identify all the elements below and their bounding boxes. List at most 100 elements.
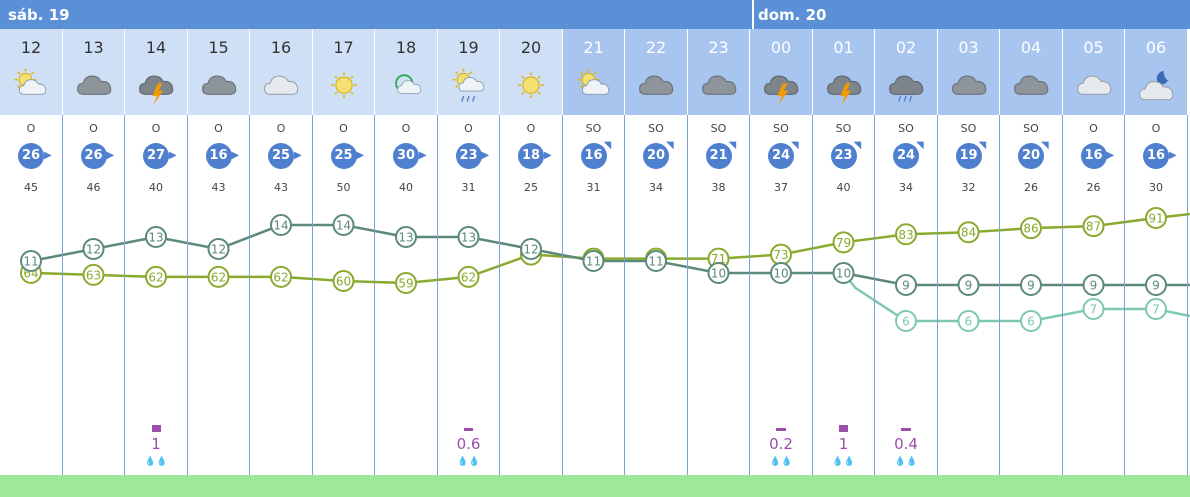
column-divider [624,115,625,475]
temperature-label: 11 [586,255,601,269]
cloud-icon [697,67,741,107]
humidity-label: 71 [711,252,726,266]
humidity-point [395,272,417,294]
wind-direction: SO [648,122,664,135]
temperature-point [645,250,667,272]
day-label-sunday: dom. 20 [758,6,827,24]
wind-direction: O [151,122,161,135]
raindrop-icon: 💧💧 [832,457,855,467]
wind-speed-badge: 20 [643,143,669,169]
feels-like-point [957,310,980,332]
temperature-label: 9 [1152,279,1160,293]
wind-direction: O [526,122,536,135]
wind-arrow-icon: ◥ [1041,140,1049,151]
column-divider [749,115,750,475]
column-divider [812,115,813,475]
wind-direction: O [89,122,98,135]
wind-direction: SO [1023,122,1039,135]
hour-column-15: 15 [188,29,250,115]
cloud-icon [1072,67,1116,107]
temperature-label: 9 [1090,279,1098,293]
wind-direction: O [1089,122,1098,135]
feels-like-label: 6 [902,315,910,329]
wind-arrow-icon: ◥ [666,140,674,151]
temperature-point [895,274,917,296]
wind-direction: SO [710,122,727,135]
wind-direction: SO [960,122,977,135]
temperature-label: 13 [148,231,163,245]
feels-like-point [1145,298,1167,320]
temperature-label: 9 [902,279,910,293]
humidity-point [957,221,980,244]
column-divider [999,115,1000,475]
wind-speed-badge: 25 [268,143,294,169]
column-divider [437,115,438,475]
hour-column-22: 22 [625,29,688,115]
hour-column-06: 06 [1125,29,1188,115]
wind-gust: 26 [1024,181,1038,194]
column-divider [687,115,688,475]
wind-speed-badge: 16 [580,143,607,169]
hour-label: 13 [83,38,104,57]
temperature-label: 13 [398,231,413,245]
temperature-label: 12 [211,243,226,257]
wind-direction: O [464,122,473,135]
wind-arrow-icon: ▶ [106,150,115,161]
raindrop-icon: 💧💧 [894,457,918,467]
hour-label: 14 [145,38,167,57]
temperature-label: 12 [523,243,538,257]
wind-direction: SO [898,122,914,135]
precipitation-bar [901,428,911,431]
temperature-label: 10 [773,267,788,281]
wind-gust: 46 [86,181,101,194]
wind-speed-badge: 27 [143,143,169,169]
wind-arrow-icon: ▶ [544,150,552,161]
humidity-point [82,263,105,286]
wind-speed-badge: 26 [80,143,107,169]
wind-direction: SO [585,122,602,135]
feels-like-point [1082,298,1105,320]
column-divider [62,115,63,475]
humidity-label: 60 [336,274,351,288]
wind-gust: 32 [961,181,976,194]
column-divider [499,115,500,475]
wind-direction: O [214,122,223,135]
hour-column-19: 19 [438,29,500,115]
temperature-point [207,238,230,260]
raindrop-icon: 💧💧 [144,457,168,467]
temperature-point [1082,274,1105,296]
hour-label: 04 [1020,38,1042,57]
temperature-label: 9 [965,279,973,293]
hour-label: 15 [208,38,229,57]
sun-cloud-icon [572,67,616,107]
hour-label: 18 [395,38,417,57]
temperature-point [1020,274,1042,296]
day-header-bar: sáb. 19 dom. 20 [0,0,1190,29]
precipitation-bar [776,428,786,431]
hour-label: 19 [458,38,479,57]
wind-gust: 40 [836,181,851,194]
precipitation-bar [464,428,473,431]
humidity-label: 73 [773,248,788,262]
wind-speed-badge: 20 [1018,143,1044,169]
humidity-line [30,212,1190,285]
hour-column-03: 03 [938,29,1000,115]
daylight-strip [0,475,1190,497]
sun-rain-icon [447,67,491,107]
humidity-label: 62 [273,270,288,284]
feels-like-label: 6 [1027,315,1035,329]
humidity-point [1082,215,1105,238]
wind-arrow-icon: ◥ [603,140,612,151]
thunderstorm-icon [822,67,866,107]
column-divider [124,115,125,475]
precipitation-value: 1 [838,435,849,453]
feels-like-point [895,310,917,332]
hour-label: 20 [520,38,542,57]
raindrop-icon: 💧💧 [769,457,793,467]
temperature-label: 11 [23,255,38,269]
cloud-icon [259,67,303,107]
wind-direction: O [401,122,411,135]
wind-direction: O [1151,122,1161,135]
hour-column-01: 01 [813,29,875,115]
humidity-label: 63 [86,268,101,282]
